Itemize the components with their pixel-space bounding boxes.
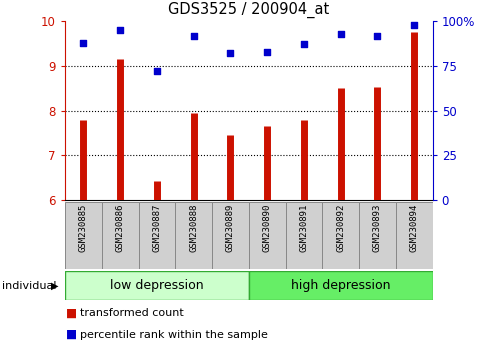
Text: transformed count: transformed count <box>80 308 183 318</box>
Text: high depression: high depression <box>290 279 390 292</box>
Bar <box>248 271 432 300</box>
Bar <box>358 202 395 269</box>
Bar <box>248 202 285 269</box>
Text: GSM230887: GSM230887 <box>152 204 161 252</box>
Text: GSM230893: GSM230893 <box>372 204 381 252</box>
Point <box>116 27 124 33</box>
Bar <box>65 202 102 269</box>
Text: individual: individual <box>2 281 57 291</box>
Text: percentile rank within the sample: percentile rank within the sample <box>80 330 267 339</box>
Point <box>79 40 87 46</box>
Text: GSM230886: GSM230886 <box>115 204 124 252</box>
Point <box>226 51 234 56</box>
Text: ■: ■ <box>65 307 76 320</box>
Text: GSM230885: GSM230885 <box>79 204 88 252</box>
Point <box>373 33 380 38</box>
Point <box>152 68 160 74</box>
Bar <box>212 202 248 269</box>
Bar <box>65 271 248 300</box>
Text: GSM230888: GSM230888 <box>189 204 198 252</box>
Text: GSM230891: GSM230891 <box>299 204 308 252</box>
Text: ▶: ▶ <box>51 281 58 291</box>
Bar <box>285 202 322 269</box>
Bar <box>138 202 175 269</box>
Text: GSM230894: GSM230894 <box>409 204 418 252</box>
Text: GSM230889: GSM230889 <box>226 204 234 252</box>
Point <box>263 49 271 55</box>
Text: ■: ■ <box>65 328 76 341</box>
Text: low depression: low depression <box>110 279 203 292</box>
Title: GDS3525 / 200904_at: GDS3525 / 200904_at <box>168 2 329 18</box>
Bar <box>102 202 138 269</box>
Bar <box>395 202 432 269</box>
Point <box>336 31 344 36</box>
Text: GSM230892: GSM230892 <box>335 204 345 252</box>
Bar <box>322 202 358 269</box>
Point <box>409 22 417 28</box>
Point <box>300 42 307 47</box>
Point <box>189 33 197 38</box>
Text: GSM230890: GSM230890 <box>262 204 271 252</box>
Bar <box>175 202 212 269</box>
